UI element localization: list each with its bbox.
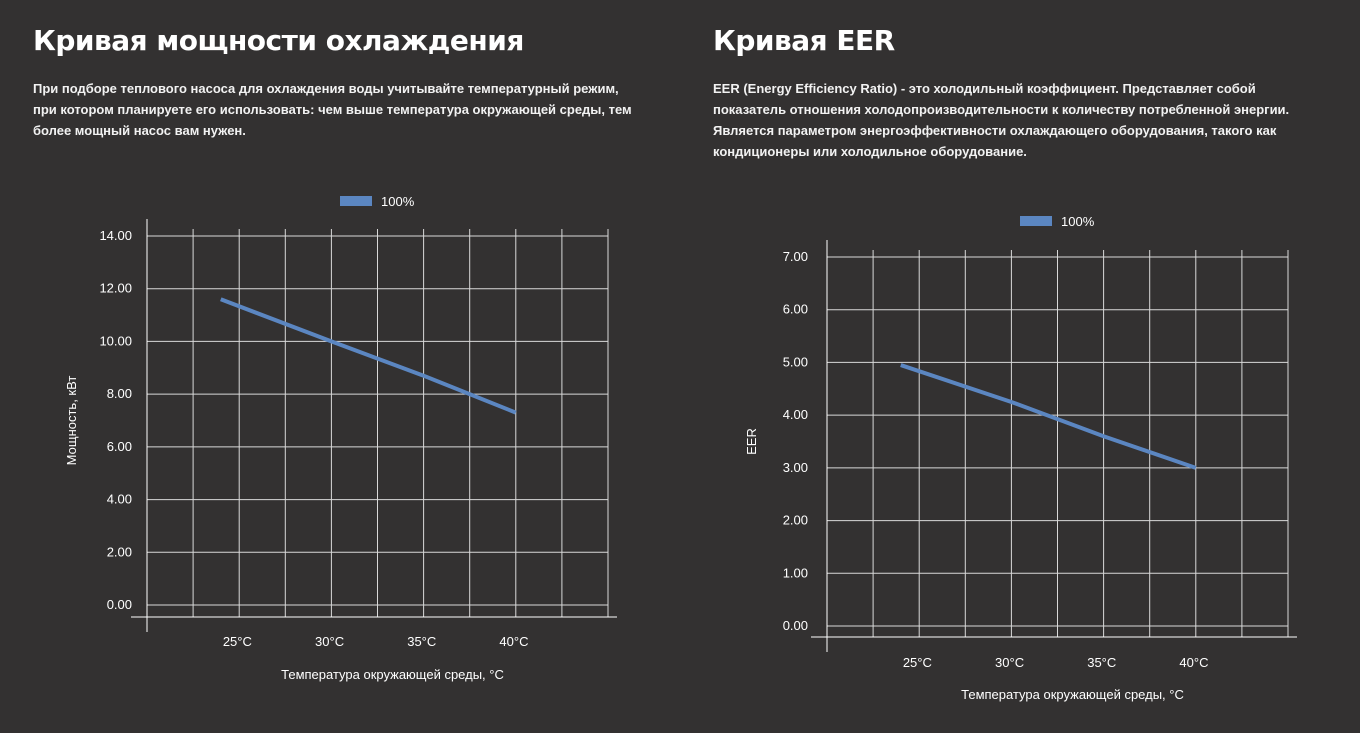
chart-cooling-power: 0.00 2.00 4.00 6.00 8.00 10.00 12.00 14.00 25°C 3… (64, 194, 617, 682)
eer-title: Кривая EER (713, 24, 895, 57)
series-line-100pct (900, 363, 1197, 470)
y-tick-label: 4.00 (783, 407, 808, 422)
legend-swatch (1020, 216, 1052, 226)
y-tick-label: 3.00 (783, 460, 808, 475)
x-tick-label: 30°C (995, 655, 1024, 670)
x-tick-label: 35°C (407, 634, 436, 649)
cooling-power-title: Кривая мощности охлаждения (33, 24, 524, 57)
cooling-power-description-text: При подборе теплового насоса для охлажде… (33, 81, 632, 138)
y-tick-label: 7.00 (783, 249, 808, 264)
x-tick-label: 30°C (315, 634, 344, 649)
y-tick-label: 6.00 (107, 439, 132, 454)
y-tick-label: 2.00 (783, 513, 808, 528)
x-tick-label: 40°C (499, 634, 528, 649)
y-tick-label: 1.00 (783, 565, 808, 580)
x-tick-label: 35°C (1087, 655, 1116, 670)
x-tick-label: 25°C (903, 655, 932, 670)
cooling-power-description: При подборе теплового насоса для охлажде… (33, 78, 643, 141)
x-axis-title: Температура окружающей среды, °C (281, 667, 504, 682)
eer-description-text: EER (Energy Efficiency Ratio) - это холо… (713, 81, 1290, 159)
y-tick-label: 0.00 (107, 597, 132, 612)
y-axis-title: Мощность, кВт (64, 376, 79, 466)
y-tick-label: 12.00 (99, 281, 132, 296)
legend-label: 100% (381, 194, 415, 209)
eer-description: EER (Energy Efficiency Ratio) - это холо… (713, 78, 1323, 162)
x-tick-label: 25°C (223, 634, 252, 649)
y-tick-label: 8.00 (107, 386, 132, 401)
chart-eer: 0.00 1.00 2.00 3.00 4.00 5.00 6.00 7.00 25°C 30°C… (744, 214, 1297, 702)
y-tick-label: 0.00 (783, 618, 808, 633)
series-line-100pct (220, 297, 517, 415)
y-tick-label: 6.00 (783, 302, 808, 317)
x-tick-label: 40°C (1179, 655, 1208, 670)
y-axis-title: EER (744, 428, 759, 455)
y-tick-label: 2.00 (107, 544, 132, 559)
legend-label: 100% (1061, 214, 1095, 229)
legend-swatch (340, 196, 372, 206)
x-axis-title: Температура окружающей среды, °C (961, 687, 1184, 702)
y-tick-label: 4.00 (107, 492, 132, 507)
y-tick-label: 14.00 (99, 228, 132, 243)
y-tick-label: 10.00 (99, 333, 132, 348)
y-tick-label: 5.00 (783, 354, 808, 369)
